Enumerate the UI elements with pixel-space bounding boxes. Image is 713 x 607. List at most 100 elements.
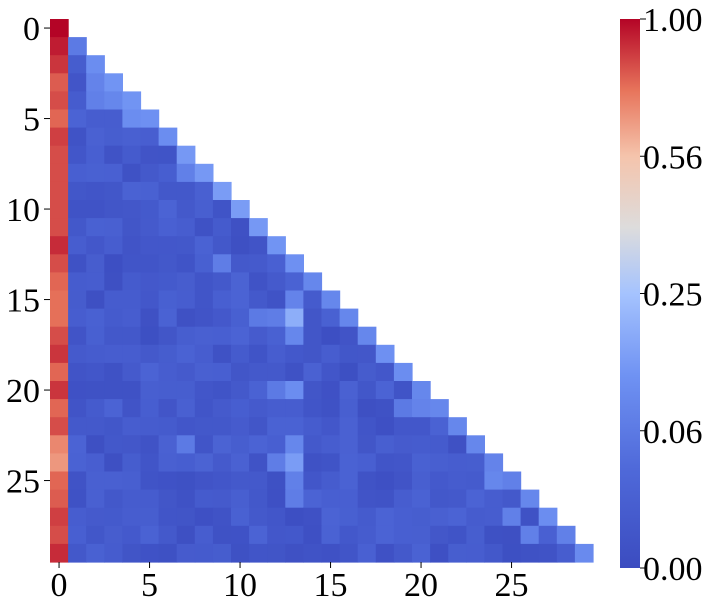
heatmap-cell <box>285 254 304 273</box>
heatmap-cell <box>520 507 540 527</box>
heatmap-cell <box>194 236 214 255</box>
heatmap-cell <box>104 344 123 364</box>
heatmap-cell <box>104 471 123 491</box>
heatmap-cell <box>158 127 178 147</box>
heatmap-cell <box>212 181 232 201</box>
heatmap-cell <box>357 399 377 418</box>
heatmap-cell <box>321 543 341 563</box>
heatmap-cell <box>176 308 196 328</box>
heatmap-cell <box>104 163 123 183</box>
heatmap-cell <box>86 218 105 237</box>
heatmap-cell <box>122 362 142 382</box>
heatmap-cell <box>231 489 250 509</box>
y-tick-label: 0 <box>23 11 40 48</box>
heatmap-cell <box>285 417 304 436</box>
heatmap-cell <box>122 326 142 346</box>
heatmap-cell <box>122 109 142 129</box>
heatmap-cell <box>122 127 142 147</box>
heatmap-cell <box>448 543 467 563</box>
heatmap-cell <box>50 163 69 183</box>
heatmap-cell <box>520 525 540 545</box>
heatmap-cell <box>122 236 142 255</box>
heatmap-cell <box>212 525 232 545</box>
heatmap-cell <box>520 489 540 509</box>
heatmap-cell <box>140 236 160 255</box>
heatmap-cell <box>231 381 250 400</box>
heatmap-cell <box>412 489 431 509</box>
heatmap-cell <box>393 381 413 400</box>
heatmap-cell <box>321 399 341 418</box>
heatmap-cell <box>104 326 123 346</box>
heatmap-cell <box>68 254 87 273</box>
heatmap-cell <box>231 543 250 563</box>
heatmap-cell <box>231 218 250 237</box>
heatmap-cell <box>321 326 341 346</box>
heatmap-cell <box>430 507 449 527</box>
heatmap-cell <box>231 200 250 219</box>
heatmap-cell <box>104 435 123 454</box>
heatmap-cell <box>50 181 69 201</box>
heatmap-cell <box>249 543 268 563</box>
heatmap-cell <box>68 453 87 473</box>
heatmap-cell <box>303 507 323 527</box>
heatmap-cell <box>68 145 87 165</box>
heatmap-cell <box>50 435 69 454</box>
heatmap-cell <box>158 417 178 436</box>
heatmap-cell <box>375 435 395 454</box>
heatmap-cell <box>68 344 87 364</box>
y-tick-label: 15 <box>6 283 40 320</box>
heatmap-cell <box>285 543 304 563</box>
heatmap-cell <box>321 290 341 310</box>
heatmap-cell <box>375 525 395 545</box>
heatmap-cell <box>249 471 268 491</box>
x-tick-label: 15 <box>314 567 348 604</box>
heatmap-cell <box>249 381 268 400</box>
heatmap-cell <box>158 236 178 255</box>
heatmap-cell <box>86 489 105 509</box>
heatmap-cell <box>158 489 178 509</box>
heatmap-cell <box>321 435 341 454</box>
heatmap-cell <box>249 308 268 328</box>
heatmap-cell <box>140 145 160 165</box>
heatmap-cell <box>303 453 323 473</box>
heatmap-cell <box>484 507 504 527</box>
heatmap-cell <box>86 127 105 147</box>
x-tick-label: 0 <box>51 567 68 604</box>
heatmap-cell <box>249 218 268 237</box>
heatmap-cell <box>285 453 304 473</box>
heatmap-cell <box>68 37 87 56</box>
heatmap-cell <box>412 417 431 436</box>
heatmap-cell <box>50 109 69 129</box>
heatmap-cell <box>176 218 196 237</box>
heatmap-cell <box>86 236 105 255</box>
heatmap-cell <box>176 417 196 436</box>
heatmap-cell <box>212 290 232 310</box>
heatmap-cell <box>212 399 232 418</box>
heatmap-cell <box>212 308 232 328</box>
heatmap-cell <box>375 453 395 473</box>
heatmap-cell <box>104 218 123 237</box>
heatmap-cell <box>267 344 286 364</box>
heatmap-cell <box>357 344 377 364</box>
heatmap-cell <box>375 507 395 527</box>
heatmap-cell <box>412 507 431 527</box>
heatmap-cell <box>212 200 232 219</box>
heatmap-cell <box>267 507 286 527</box>
heatmap-cell <box>122 254 142 273</box>
heatmap-cell <box>249 344 268 364</box>
heatmap-cell <box>484 471 504 491</box>
heatmap-cell <box>285 507 304 527</box>
heatmap-cell <box>86 272 105 292</box>
y-tick-label: 20 <box>6 373 40 410</box>
heatmap-cell <box>176 254 196 273</box>
heatmap-cell <box>267 435 286 454</box>
heatmap-cell <box>303 308 323 328</box>
heatmap-cell <box>194 399 214 418</box>
heatmap-cell <box>50 19 69 38</box>
heatmap-cell <box>339 543 359 563</box>
heatmap-cell <box>303 326 323 346</box>
heatmap-cell <box>140 308 160 328</box>
heatmap-cell <box>104 145 123 165</box>
heatmap-cell <box>212 435 232 454</box>
